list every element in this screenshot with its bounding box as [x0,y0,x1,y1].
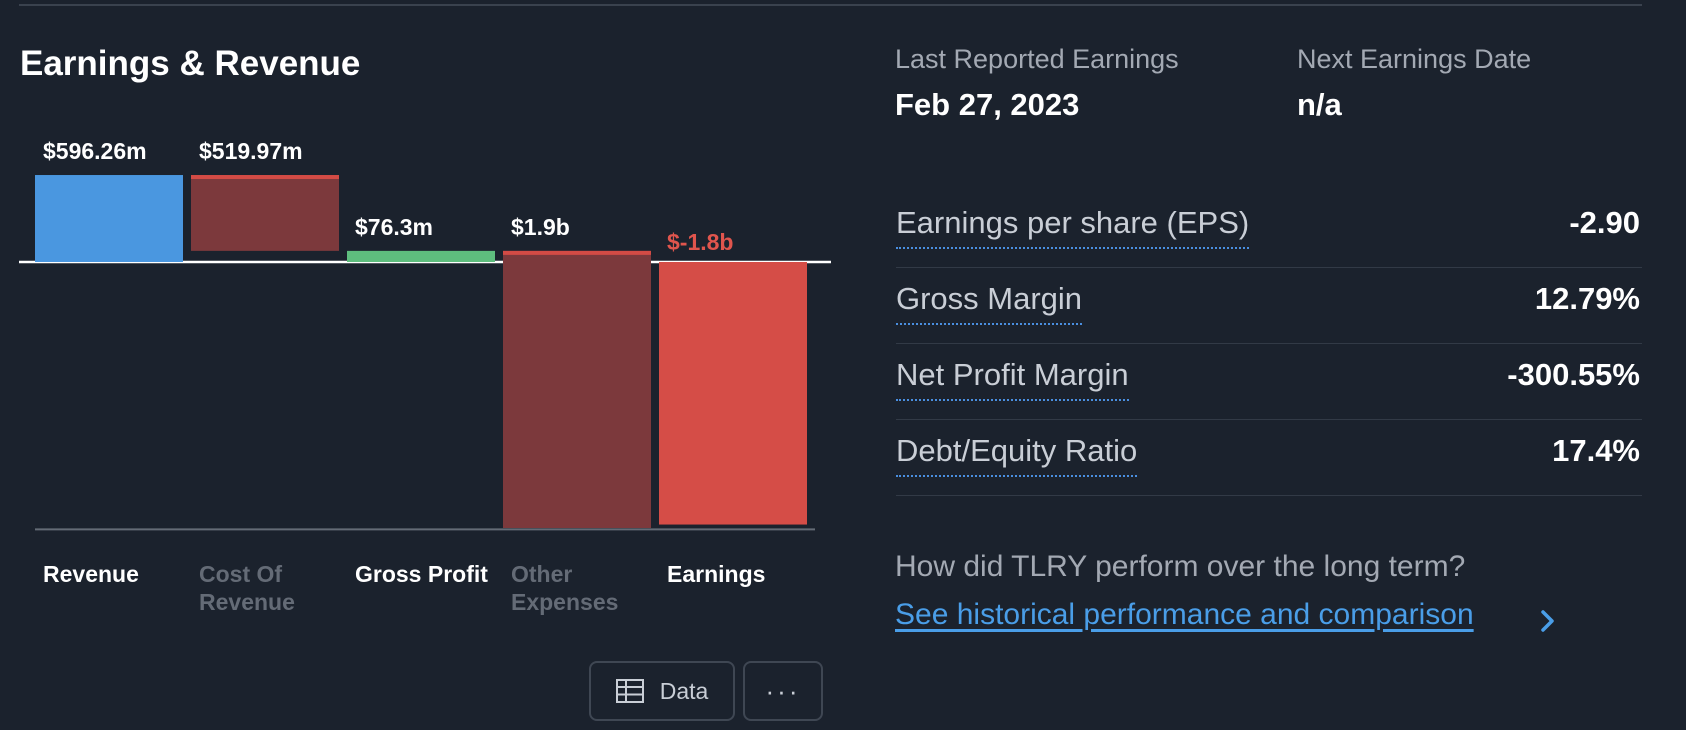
bar-label-other-expenses: $1.9b [511,214,570,240]
bar-label-earnings: $-1.8b [667,229,733,255]
chevron-right-icon[interactable] [1534,607,1562,635]
metric-row-eps: Earnings per share (EPS) -2.90 [896,191,1642,268]
metric-label-eps[interactable]: Earnings per share (EPS) [896,205,1250,249]
more-options-button[interactable]: ··· [743,661,823,721]
metric-row-net-profit-margin: Net Profit Margin -300.55% [896,343,1642,420]
top-divider [19,4,1642,6]
category-label-earnings: Earnings [667,561,765,587]
data-button[interactable]: Data [589,661,735,721]
last-earnings-label: Last Reported Earnings [895,44,1179,74]
category-label-cost-of-revenue: Cost Of Revenue [199,561,295,615]
last-earnings-value: Feb 27, 2023 [895,87,1080,122]
section-title: Earnings & Revenue [20,44,361,83]
bar-label-revenue: $596.26m [43,138,147,164]
metric-value-net-profit-margin: -300.55% [1507,357,1640,392]
bar-earnings[interactable] [659,262,807,525]
long-term-question: How did TLRY perform over the long term? [895,550,1466,583]
metric-value-gross-margin: 12.79% [1534,281,1640,316]
metric-label-gross-margin[interactable]: Gross Margin [896,281,1083,325]
category-label-revenue: Revenue [43,561,139,587]
next-earnings-value: n/a [1297,87,1342,122]
metric-label-net-profit-margin[interactable]: Net Profit Margin [896,357,1129,401]
metric-row-gross-margin: Gross Margin 12.79% [896,267,1642,344]
waterfall-chart: $596.26m $519.97m $76.3m $1.9b $-1.8b Revenu… [19,138,831,615]
bar-gross-profit[interactable] [347,250,495,262]
category-label-gross-profit: Gross Profit [355,561,488,587]
data-button-label: Data [659,677,709,704]
bar-cost-of-revenue[interactable] [191,175,339,251]
metric-value-eps: -2.90 [1569,205,1640,240]
bar-accent-other-expenses [503,250,651,255]
category-label-other-expenses: Other Expenses [511,561,618,615]
bar-label-gross-profit: $76.3m [355,214,433,240]
metric-value-debt-equity: 17.4% [1552,433,1640,468]
table-icon [615,679,644,703]
bar-revenue[interactable] [35,175,183,262]
historical-performance-link[interactable]: See historical performance and compariso… [895,598,1474,631]
next-earnings-label: Next Earnings Date [1297,44,1532,74]
metric-label-debt-equity[interactable]: Debt/Equity Ratio [896,433,1138,477]
bar-accent-cost-of-revenue [191,175,339,180]
metric-row-debt-equity: Debt/Equity Ratio 17.4% [896,419,1642,496]
bar-label-cost-of-revenue: $519.97m [199,138,303,164]
bar-other-expenses[interactable] [503,250,651,528]
